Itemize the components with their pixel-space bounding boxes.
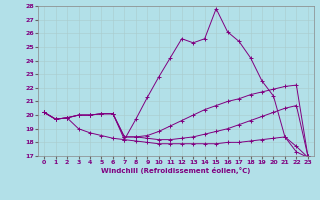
X-axis label: Windchill (Refroidissement éolien,°C): Windchill (Refroidissement éolien,°C)	[101, 167, 251, 174]
